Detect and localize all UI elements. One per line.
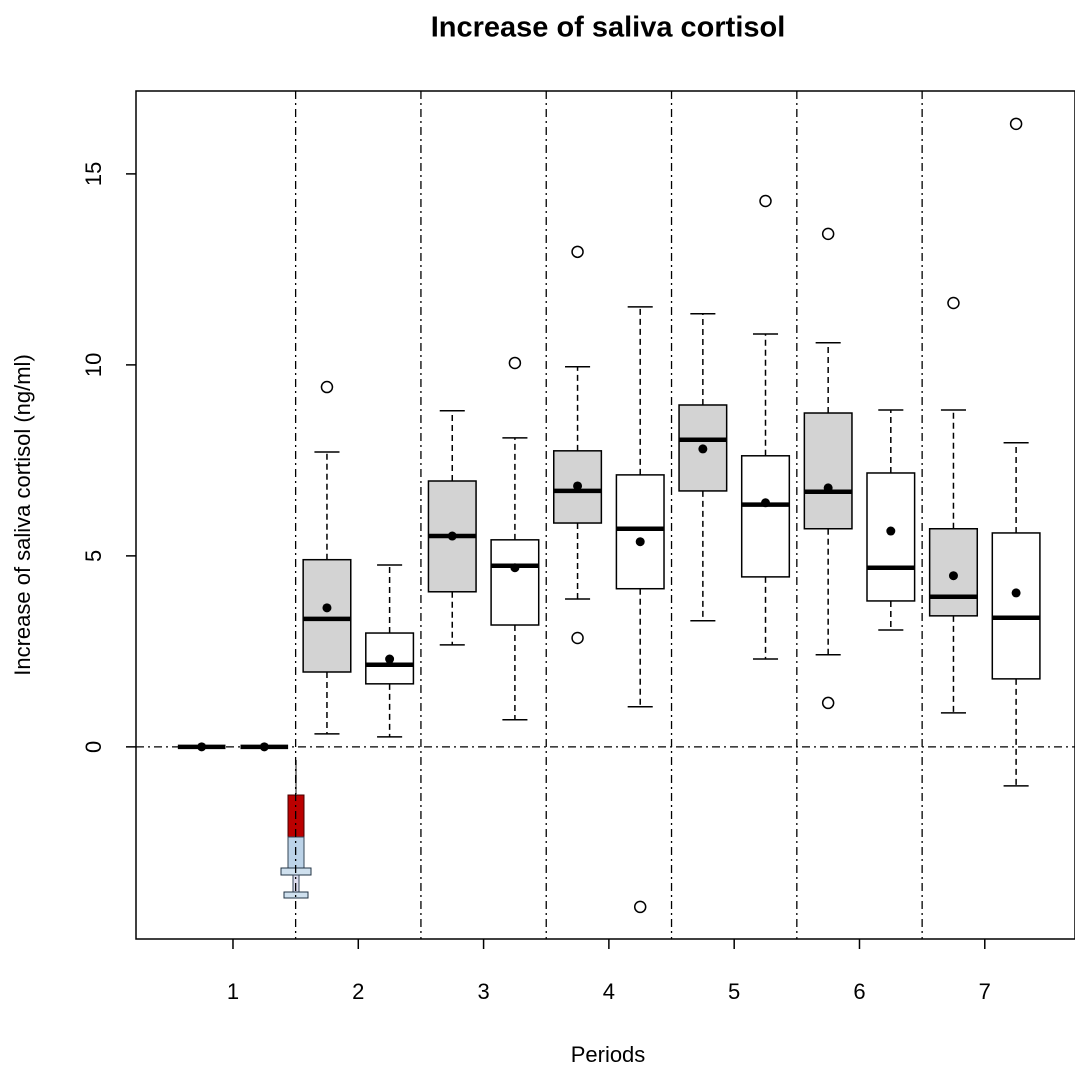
x-axis-label: Periods <box>571 1042 646 1067</box>
box <box>803 412 853 530</box>
mean <box>197 742 207 752</box>
x-tick-label: 2 <box>352 979 364 1004</box>
mean <box>573 481 583 491</box>
outlier <box>947 296 960 310</box>
mean <box>510 563 520 573</box>
x-tick-label: 6 <box>853 979 865 1004</box>
y-tick-label: 0 <box>81 741 106 753</box>
x-tick-label: 7 <box>979 979 991 1004</box>
outlier <box>508 356 522 370</box>
mean <box>761 498 771 508</box>
box <box>302 558 352 673</box>
outlier <box>633 900 647 914</box>
outlier <box>821 227 835 241</box>
box <box>490 539 540 626</box>
mean <box>698 444 708 454</box>
y-tick-label: 15 <box>81 162 106 186</box>
mean <box>447 531 457 541</box>
outlier <box>821 696 835 710</box>
chart-title: Increase of saliva cortisol <box>431 12 786 44</box>
box <box>928 528 979 617</box>
outlier <box>571 245 584 259</box>
outlier <box>571 631 584 645</box>
mean <box>259 742 269 752</box>
x-tick-label: 1 <box>227 979 239 1004</box>
y-tick-label: 10 <box>81 353 106 377</box>
x-tick-label: 5 <box>728 979 740 1004</box>
outlier <box>1009 117 1023 131</box>
outlier <box>320 380 334 394</box>
mean <box>948 571 958 581</box>
mean <box>1011 588 1021 598</box>
mean <box>823 483 833 493</box>
outlier <box>759 194 772 208</box>
x-tick-label: 4 <box>603 979 615 1004</box>
plot-frame <box>135 90 1075 940</box>
box <box>866 472 916 602</box>
box <box>678 404 728 492</box>
y-axis-label: Increase of saliva cortisol (ng/ml) <box>10 354 35 676</box>
mean <box>635 537 645 547</box>
mean <box>322 603 332 613</box>
mean <box>886 526 896 536</box>
box <box>991 532 1041 680</box>
mean <box>385 654 395 664</box>
box <box>615 474 665 590</box>
y-tick-label: 5 <box>81 550 106 562</box>
x-tick-label: 3 <box>477 979 489 1004</box>
box <box>740 455 791 578</box>
